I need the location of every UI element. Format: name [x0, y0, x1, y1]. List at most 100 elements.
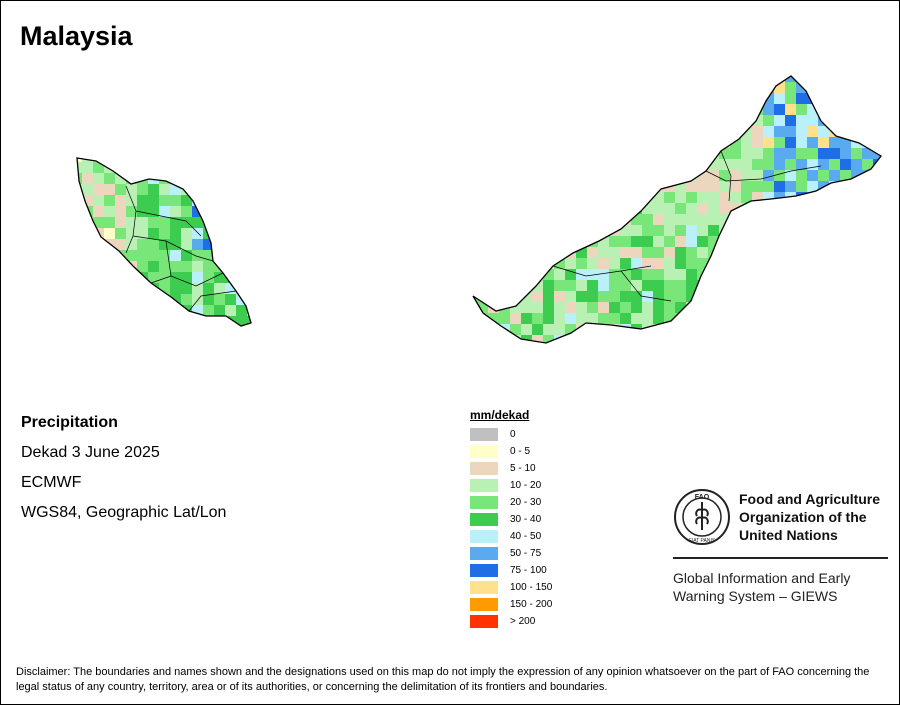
precip-cell	[752, 181, 763, 192]
precip-cell	[499, 335, 510, 343]
precip-cell	[554, 280, 565, 291]
precip-cell	[752, 313, 763, 324]
precip-cell	[521, 170, 532, 181]
precip-cell	[884, 104, 895, 115]
precip-cell	[829, 236, 840, 247]
precip-cell	[565, 313, 576, 324]
precip-cell	[719, 269, 730, 280]
precip-cell	[126, 327, 137, 338]
precip-cell	[565, 302, 576, 313]
precip-cell	[818, 76, 829, 82]
precip-cell	[181, 327, 192, 338]
precip-cell	[620, 302, 631, 313]
precip-cell	[510, 258, 521, 269]
precip-cell	[587, 82, 598, 93]
legend-item: 5 - 10	[470, 460, 552, 477]
precip-cell	[708, 137, 719, 148]
precip-cell	[192, 239, 203, 250]
precip-cell	[807, 126, 818, 137]
precipitation-legend: mm/dekad 0 0 - 5 5 - 10 10 - 20 20 - 30 30 - …	[470, 408, 552, 630]
precip-cell	[598, 302, 609, 313]
precip-cell	[473, 148, 477, 159]
precip-cell	[104, 228, 115, 239]
precip-cell	[840, 313, 851, 324]
precip-cell	[181, 228, 192, 239]
precip-cell	[873, 93, 881, 104]
precip-cell	[697, 214, 708, 225]
precip-cell	[686, 93, 697, 104]
precip-cell	[752, 258, 763, 269]
precip-cell	[774, 159, 785, 170]
precip-cell	[510, 313, 521, 324]
precip-cell	[785, 280, 796, 291]
precip-cell	[884, 137, 895, 148]
precip-cell	[565, 291, 576, 302]
precip-cell	[730, 313, 741, 324]
precip-cell	[115, 206, 126, 217]
precip-cell	[148, 327, 159, 338]
precip-cell	[170, 195, 181, 206]
precip-cell	[192, 316, 203, 326]
precip-cell	[510, 104, 521, 115]
precip-cell	[565, 203, 576, 214]
precip-cell	[609, 269, 620, 280]
precip-cell	[137, 272, 148, 283]
precip-cell	[664, 137, 675, 148]
precip-cell	[752, 247, 763, 258]
precip-cell	[774, 214, 785, 225]
precip-cell	[752, 225, 763, 236]
precip-cell	[214, 283, 225, 294]
precip-cell	[126, 217, 137, 228]
precip-cell	[225, 250, 236, 261]
precip-cell	[203, 316, 214, 326]
precip-cell	[203, 272, 214, 283]
precip-cell	[741, 335, 752, 343]
precip-cell	[708, 115, 719, 126]
precip-cell	[829, 76, 840, 82]
legend-label: 20 - 30	[510, 497, 542, 508]
precip-cell	[609, 148, 620, 159]
precip-cell	[873, 170, 881, 181]
precip-cell	[510, 93, 521, 104]
precip-cell	[477, 225, 488, 236]
precip-cell	[82, 316, 93, 326]
precip-cell	[214, 305, 225, 316]
precip-cell	[719, 126, 730, 137]
precip-cell	[565, 269, 576, 280]
precip-cell	[818, 203, 829, 214]
precip-cell	[598, 181, 609, 192]
precip-cell	[884, 258, 895, 269]
precip-cell	[598, 76, 609, 82]
precip-cell	[576, 76, 587, 82]
precip-cell	[818, 269, 829, 280]
precip-cell	[763, 159, 774, 170]
precip-cell	[818, 280, 829, 291]
precip-cell	[884, 192, 895, 203]
precip-cell	[708, 269, 719, 280]
precip-cell	[653, 225, 664, 236]
precip-cell	[730, 159, 741, 170]
precip-cell	[697, 126, 708, 137]
precip-cell	[862, 170, 873, 181]
precip-cell	[521, 192, 532, 203]
precip-cell	[77, 316, 82, 326]
precip-cell	[77, 217, 82, 228]
precip-cell	[851, 324, 862, 335]
precip-cell	[181, 250, 192, 261]
precip-cell	[510, 115, 521, 126]
precip-cell	[818, 192, 829, 203]
precip-cell	[192, 195, 203, 206]
precip-cell	[203, 250, 214, 261]
precip-cell	[697, 335, 708, 343]
precip-cell	[741, 302, 752, 313]
precip-cell	[565, 214, 576, 225]
precip-cell	[148, 162, 159, 173]
precip-cell	[159, 327, 170, 338]
precip-cell	[796, 159, 807, 170]
precip-cell	[510, 159, 521, 170]
precip-cell	[159, 206, 170, 217]
precip-cell	[763, 93, 774, 104]
precip-cell	[818, 170, 829, 181]
precip-cell	[697, 225, 708, 236]
precip-cell	[115, 250, 126, 261]
